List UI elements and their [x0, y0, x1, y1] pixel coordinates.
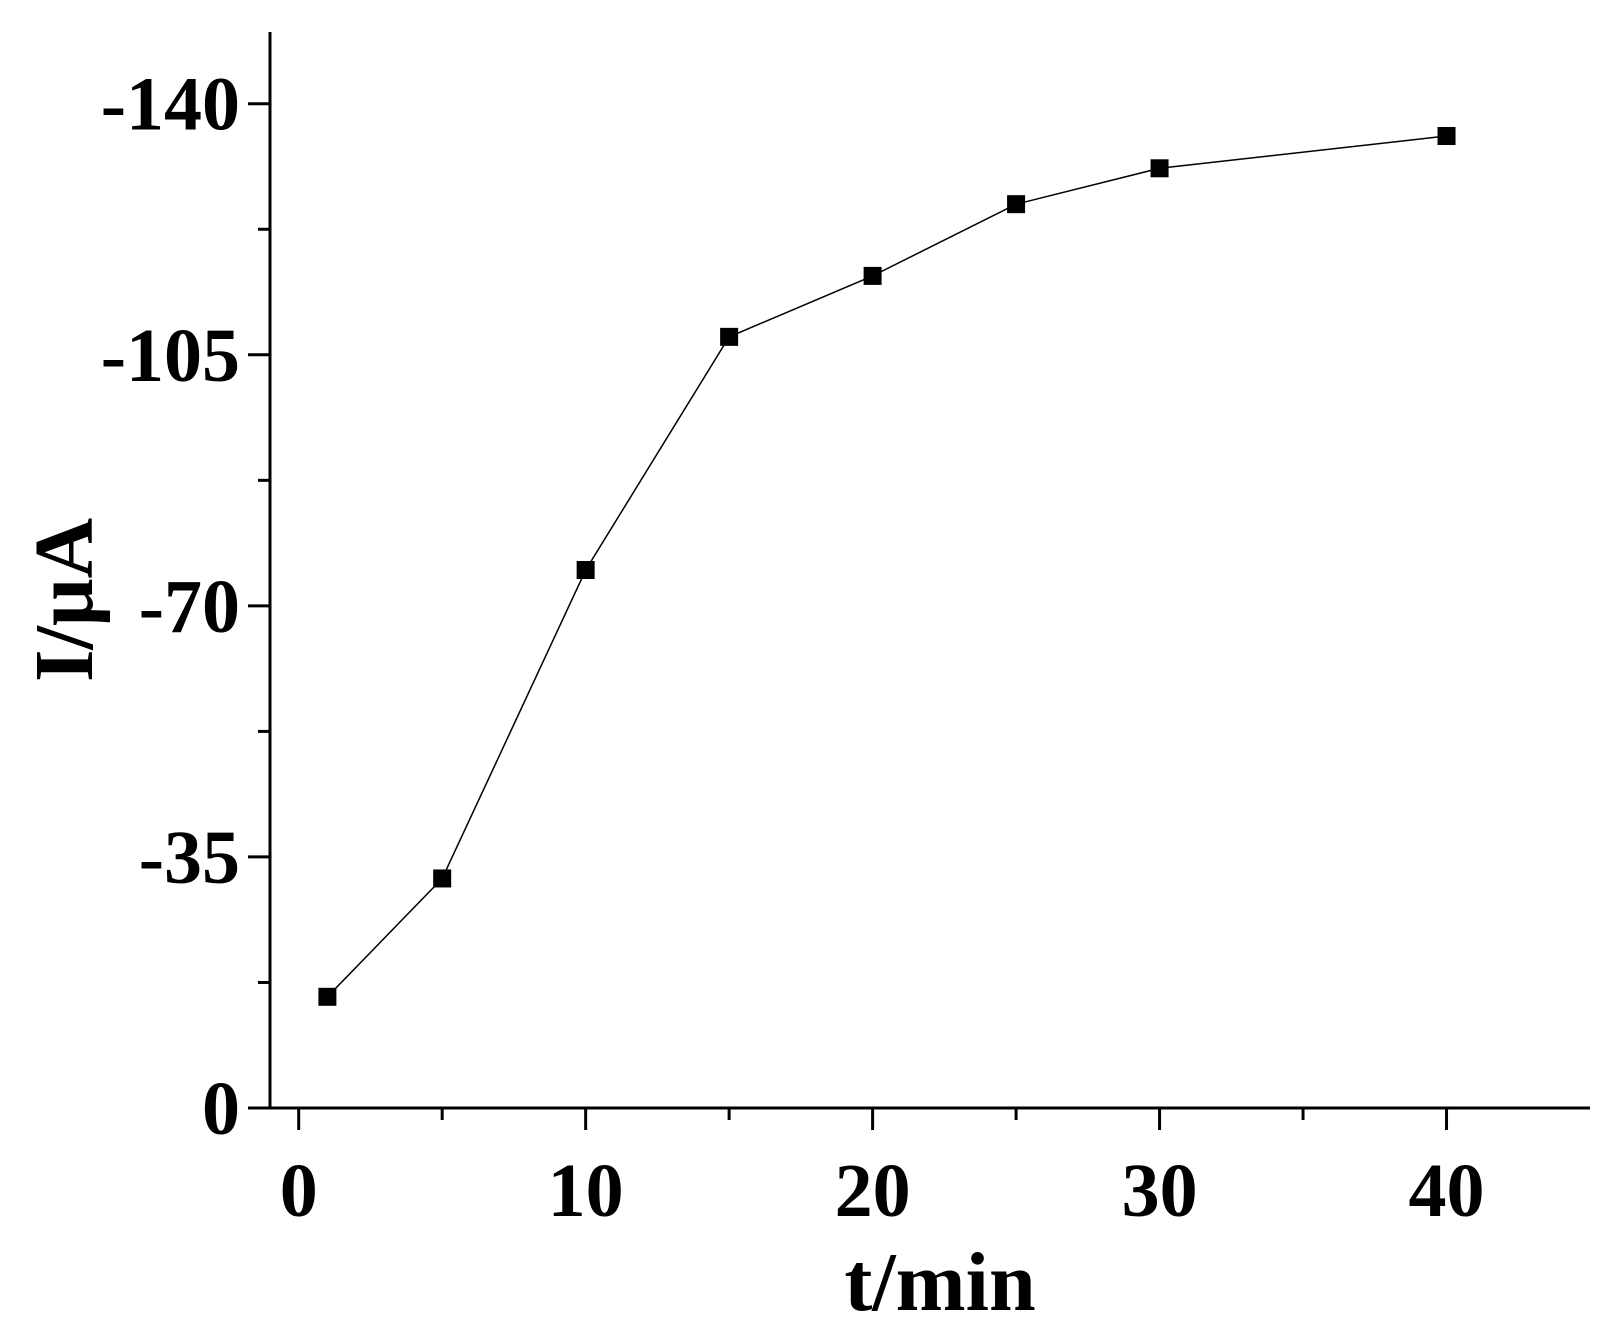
x-axis-title: t/min	[844, 1236, 1035, 1328]
data-point	[576, 561, 595, 579]
data-point	[433, 869, 452, 888]
y-tick-label: -70	[139, 565, 240, 649]
x-ticks: 0 10 20 30 40	[280, 1108, 1485, 1233]
data-point	[720, 327, 739, 346]
y-tick-label: -35	[139, 816, 240, 900]
series	[318, 127, 1456, 1006]
x-tick-label: 30	[1122, 1149, 1198, 1233]
x-tick-label: 40	[1409, 1149, 1485, 1233]
x-tick-label: 0	[280, 1149, 318, 1233]
data-point	[863, 266, 882, 285]
y-tick-label: -105	[101, 314, 240, 398]
y-ticks: 0 -35 -70 -105 -140	[101, 63, 270, 1151]
data-point	[1437, 127, 1456, 146]
axes	[268, 32, 1590, 1110]
x-tick-label: 20	[835, 1149, 911, 1233]
data-point	[318, 987, 337, 1006]
data-point	[1150, 159, 1169, 178]
data-point	[1007, 195, 1026, 214]
y-tick-label: 0	[202, 1067, 240, 1151]
y-axis-title: I/μA	[18, 518, 111, 683]
y-tick-label: -140	[101, 63, 240, 147]
series-line	[326, 135, 1447, 998]
x-tick-label: 10	[548, 1149, 624, 1233]
